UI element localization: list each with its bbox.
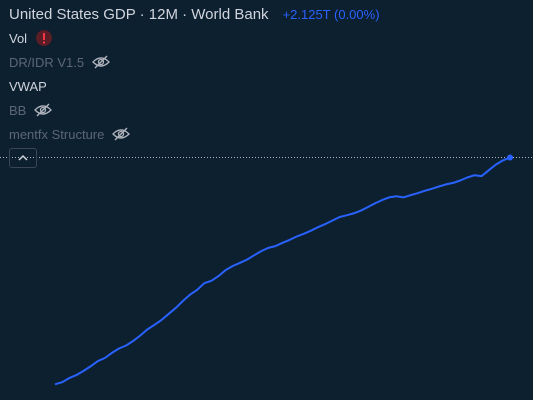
indicator-name[interactable]: Vol	[9, 30, 28, 46]
series-line	[54, 156, 511, 386]
indicator[interactable]: mentfx Structure	[9, 124, 131, 144]
indicator-name[interactable]: DR/IDR V1.5	[9, 54, 85, 70]
hidden-icon[interactable]	[112, 127, 131, 141]
last-point	[507, 154, 513, 161]
indicator[interactable]: BB	[9, 100, 53, 120]
legend-title-row: United States GDP · 12M · World Bank +2.…	[9, 4, 380, 24]
error-icon[interactable]	[35, 29, 53, 47]
chevron-icon[interactable]	[10, 149, 36, 167]
hidden-icon[interactable]	[92, 55, 111, 69]
indicator-name[interactable]: VWAP	[9, 78, 47, 94]
collapse-button[interactable]	[9, 148, 37, 168]
indicator[interactable]: VWAP	[9, 76, 47, 96]
hidden-icon[interactable]	[34, 103, 53, 117]
price-change: +2.125T (0.00%)	[282, 6, 380, 22]
symbol-title: United States GDP · 12M · World Bank	[9, 5, 269, 23]
indicator[interactable]: DR/IDR V1.5	[9, 52, 111, 72]
indicator[interactable]: Vol	[9, 28, 53, 48]
indicator-name[interactable]: mentfx Structure	[9, 126, 105, 142]
indicator-name[interactable]: BB	[9, 102, 27, 118]
